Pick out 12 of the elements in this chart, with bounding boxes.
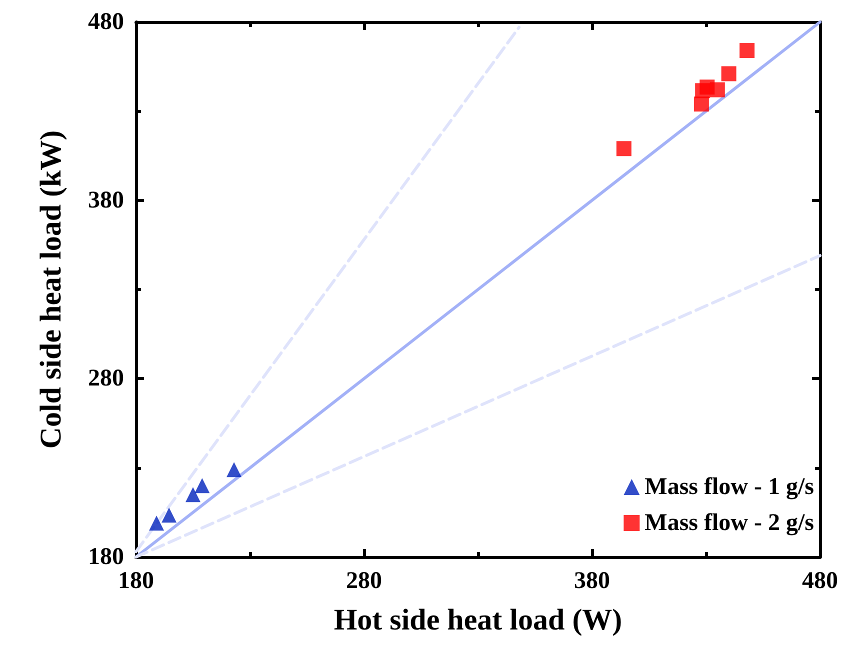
y-axis-title: Cold side heat load (kW) xyxy=(34,130,68,449)
y-tick-label: 480 xyxy=(88,9,124,35)
x-axis-title: Hot side heat load (W) xyxy=(334,604,622,636)
x-tick-label: 480 xyxy=(802,568,838,594)
legend-label: Mass flow - 2 g/s xyxy=(644,510,814,536)
y-tick-label: 180 xyxy=(88,544,124,570)
x-tick-label: 180 xyxy=(118,568,154,594)
x-tick-label: 380 xyxy=(574,568,610,594)
legend-label: Mass flow - 1 g/s xyxy=(644,474,814,500)
y-tick-label: 380 xyxy=(88,187,124,214)
y-tick-label: 280 xyxy=(88,366,124,392)
x-tick-label: 280 xyxy=(346,568,382,594)
